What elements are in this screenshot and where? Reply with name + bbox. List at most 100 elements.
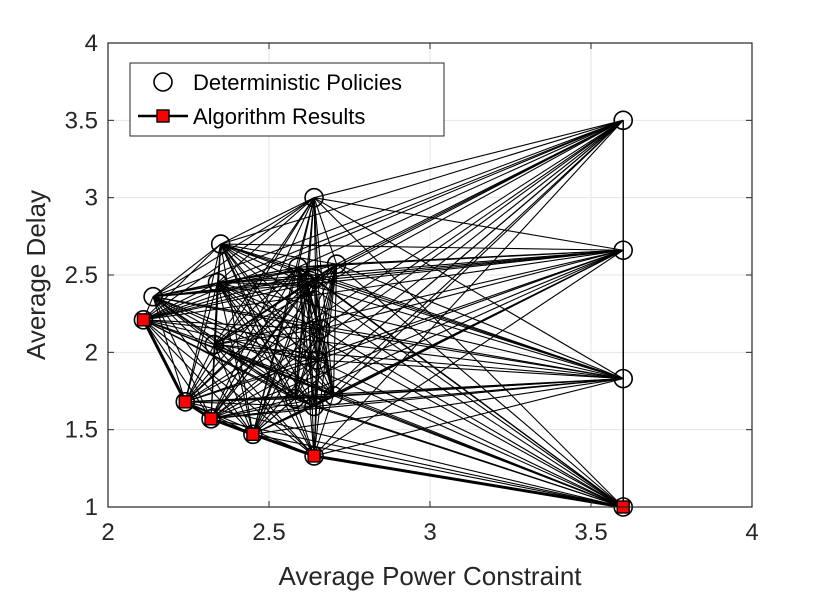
- policy-edge: [319, 264, 338, 330]
- policy-edge: [313, 264, 338, 407]
- policy-edge: [313, 197, 624, 251]
- policy-edge: [216, 244, 222, 283]
- policy-edge: [307, 283, 624, 508]
- policy-edge: [184, 243, 222, 402]
- algorithm-results-path: [142, 319, 624, 509]
- policy-edge: [316, 264, 338, 361]
- policy-edge: [313, 197, 334, 396]
- policy-edge: [213, 344, 254, 435]
- policy-edge: [152, 296, 212, 420]
- policy-edge: [214, 344, 624, 508]
- deterministic-policy-point: [304, 187, 324, 208]
- policy-edge: [336, 119, 624, 265]
- policy-edge: [185, 328, 321, 403]
- policy-edge: [307, 284, 318, 361]
- algorithm-results-line: [142, 319, 624, 509]
- x-tick-label: 4: [745, 519, 758, 546]
- policy-edge: [214, 344, 624, 380]
- y-axis-ticks: 1 1.5 2 2.5 3 3.5 4: [65, 30, 752, 521]
- policy-edge: [333, 249, 624, 397]
- policy-edge: [185, 249, 624, 403]
- policy-edge: [297, 197, 315, 268]
- policy-edge: [210, 418, 624, 508]
- policy-edge: [297, 267, 315, 457]
- policy-edge: [294, 398, 315, 457]
- policy-edge: [220, 243, 254, 435]
- legend-algorithm-marker: [156, 109, 170, 123]
- deterministic-policy-point: [613, 110, 634, 131]
- policy-edge: [307, 249, 624, 285]
- deterministic-policy-point: [207, 272, 228, 293]
- policy-edge: [294, 359, 318, 400]
- policy-edge: [210, 266, 299, 420]
- policy-edge: [297, 119, 624, 268]
- policy-edge: [313, 395, 334, 457]
- policy-edge: [307, 197, 315, 285]
- policy-edge: [220, 243, 624, 251]
- deterministic-policy-point: [307, 350, 328, 370]
- policy-edge: [313, 119, 624, 199]
- deterministic-policy-point: [288, 257, 308, 278]
- policy-edge: [313, 197, 338, 265]
- policy-edge: [294, 119, 624, 400]
- deterministic-policy-point: [310, 319, 331, 339]
- policy-edge: [316, 119, 624, 361]
- policy-edge: [313, 277, 624, 508]
- algorithm-result-point: [178, 395, 192, 409]
- policy-edge: [316, 359, 334, 396]
- y-tick-label: 3: [85, 185, 98, 212]
- legend-deterministic-label: Deterministic Policies: [193, 70, 402, 95]
- policy-edge: [184, 197, 315, 403]
- y-tick-label: 2.5: [65, 262, 98, 289]
- y-tick-label: 3.5: [65, 107, 98, 134]
- policy-edge: [220, 243, 334, 396]
- policy-edge: [143, 319, 321, 330]
- policy-edge: [210, 119, 624, 420]
- deterministic-policy-point: [133, 310, 154, 330]
- policy-edge: [220, 243, 315, 457]
- policy-edge: [313, 378, 624, 457]
- deterministic-policy-point: [304, 446, 324, 466]
- policy-edge: [252, 284, 309, 435]
- policy-edge: [333, 119, 624, 397]
- deterministic-policy-point: [201, 409, 221, 429]
- policy-edge: [319, 329, 334, 396]
- policy-edge: [210, 249, 624, 420]
- deterministic-policy-point: [243, 424, 263, 445]
- policy-edge: [320, 119, 624, 330]
- legend-deterministic-marker: [153, 72, 173, 92]
- x-tick-label: 2.5: [252, 519, 285, 546]
- policy-edge: [313, 119, 624, 457]
- policy-edge: [220, 243, 624, 508]
- policy-edge: [314, 249, 624, 279]
- deterministic-policy-point: [204, 334, 225, 355]
- policy-edge: [336, 249, 624, 265]
- y-tick-label: 2: [85, 339, 98, 366]
- y-tick-label: 1: [85, 494, 98, 521]
- policy-edge: [336, 263, 624, 508]
- policy-edge: [214, 344, 318, 361]
- policy-edge: [152, 197, 315, 298]
- policy-edge: [313, 119, 624, 407]
- policy-edge: [313, 197, 322, 330]
- deterministic-policy-point: [175, 392, 196, 412]
- policy-edge: [252, 197, 315, 435]
- y-tick-label: 4: [85, 30, 98, 57]
- deterministic-policy-point: [143, 286, 163, 307]
- policy-edge: [152, 296, 296, 400]
- policy-edge: [152, 296, 254, 435]
- policy-edge: [152, 243, 222, 298]
- policy-edge: [217, 197, 315, 284]
- y-tick-label: 1.5: [65, 417, 98, 444]
- y-axis-label: Average Delay: [21, 190, 51, 360]
- policy-edge: [213, 119, 624, 346]
- policy-edge: [184, 344, 215, 403]
- policy-edge: [252, 328, 321, 435]
- policy-edge: [307, 283, 624, 380]
- policy-edge: [317, 359, 624, 508]
- policy-edge: [297, 266, 624, 380]
- algorithm-result-point: [204, 412, 218, 426]
- x-axis-label: Average Power Constraint: [278, 561, 582, 591]
- policy-edge: [320, 249, 624, 330]
- deterministic-policy-point: [326, 254, 347, 274]
